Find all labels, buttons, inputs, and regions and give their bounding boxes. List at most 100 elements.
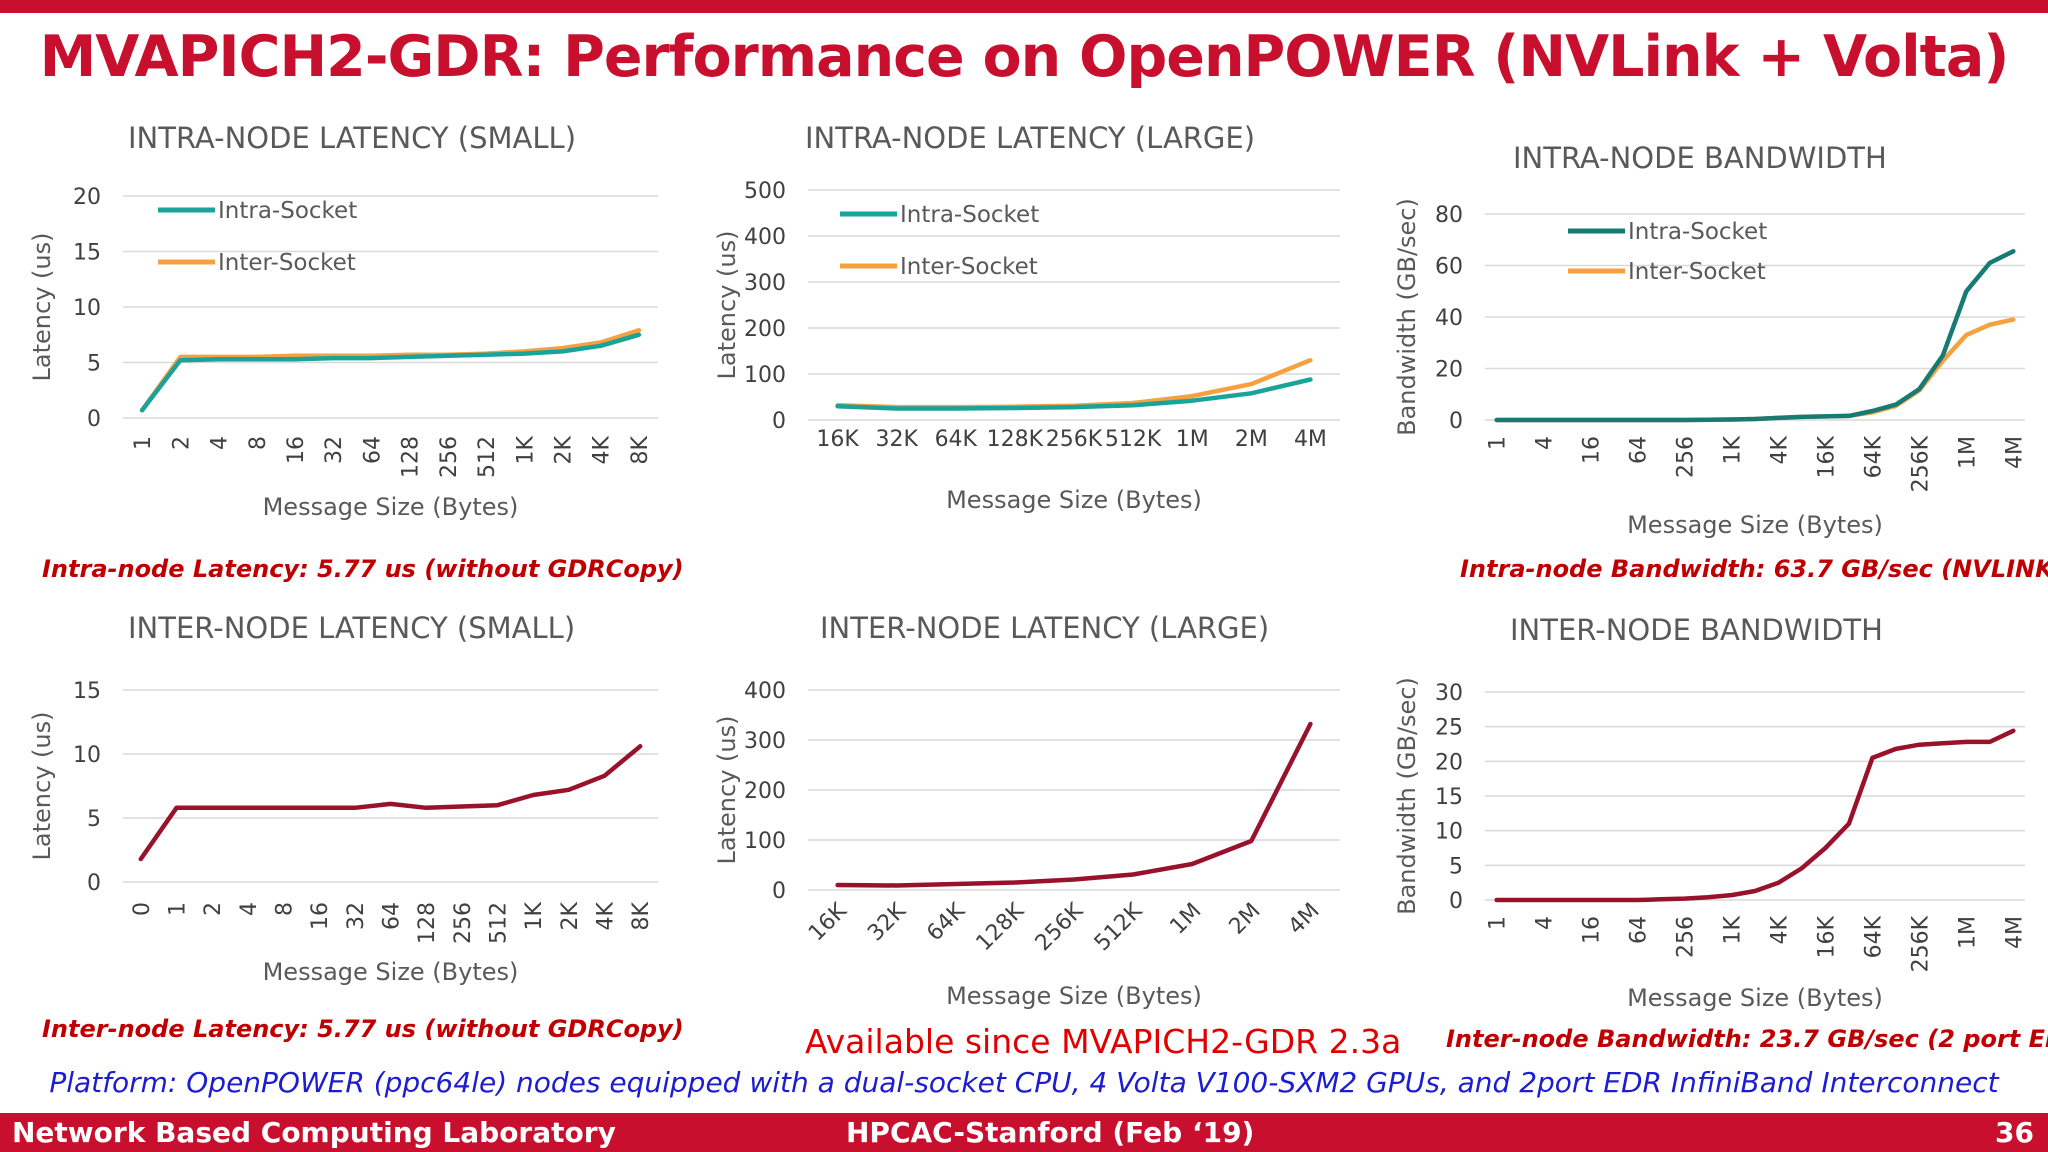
x-tick-label: 16 — [308, 902, 333, 930]
x-tick-label: 8 — [273, 902, 298, 916]
series-line-intra-socket — [139, 332, 642, 413]
x-tick-label: 16 — [284, 436, 309, 464]
chart-svg: INTRA-NODE BANDWIDTH 0 20 40 60 80 Bandwidth (… — [1393, 141, 2027, 539]
y-tick-label: 0 — [772, 879, 786, 904]
intra-node-latency-note: Intra-node Latency: 5.77 us (without GDR… — [42, 555, 684, 583]
x-tick-label: 2K — [558, 901, 583, 930]
x-tick-label: 16 — [1580, 916, 1605, 944]
y-tick-label: 100 — [744, 363, 786, 388]
x-tick-label: 1 — [131, 436, 156, 450]
x-tick-label: 16K — [1814, 915, 1839, 958]
x-tick-label: 16K — [1814, 435, 1839, 478]
x-tick-label: 2M — [1225, 899, 1266, 940]
x-tick-label: 8K — [628, 435, 653, 464]
chart-intra-node-latency-large: INTRA-NODE LATENCY (LARGE) 0 100 200 300 400 5… — [705, 118, 1365, 538]
y-tick-label: 0 — [772, 409, 786, 434]
chart-title: INTRA-NODE LATENCY (SMALL) — [128, 121, 576, 155]
series-line-intra-socket — [835, 377, 1313, 411]
x-tick-label: 256 — [437, 436, 462, 478]
x-tick-label: 4K — [1767, 435, 1792, 464]
chart-inter-node-bandwidth: INTER-NODE BANDWIDTH 0 5 10 15 20 25 30 Bandwidt… — [1385, 612, 2045, 1012]
y-tick-label: 25 — [1435, 716, 1463, 741]
y-tick-label: 200 — [744, 317, 786, 342]
y-axis-label: Bandwidth (GB/sec) — [1393, 198, 1421, 436]
x-tick-label: 16K — [816, 427, 859, 452]
series-line-inter-socket — [835, 357, 1313, 410]
y-tick-label: 5 — [87, 352, 101, 377]
chart-title: INTER-NODE LATENCY (SMALL) — [128, 611, 575, 645]
footer-bar: Network Based Computing Laboratory HPCAC… — [0, 1113, 2048, 1152]
x-tick-label: 1K — [513, 435, 538, 464]
x-tick-label: 128K — [972, 898, 1030, 956]
y-tick-label: 0 — [1449, 889, 1463, 914]
x-tick-label: 256K — [1908, 915, 1933, 972]
x-tick-label: 2 — [201, 902, 226, 916]
chart-title: INTER-NODE BANDWIDTH — [1510, 613, 1883, 647]
x-tick-label: 64 — [380, 902, 405, 930]
y-tick-label: 15 — [1435, 785, 1463, 810]
chart-inter-node-latency-small: INTER-NODE LATENCY (SMALL) 0 5 10 15 Latency … — [20, 611, 680, 1012]
x-tick-label: 4K — [1767, 915, 1792, 944]
y-tick-label: 10 — [73, 743, 101, 768]
x-tick-label: 1 — [1486, 916, 1511, 930]
x-tick-label: 1K — [522, 901, 547, 930]
chart-inter-node-latency-large: INTER-NODE LATENCY (LARGE) 0 100 200 300 400 L… — [705, 611, 1365, 1012]
x-tick-label: 4M — [2002, 916, 2027, 949]
x-tick-label: 512 — [475, 436, 500, 478]
top-accent-bar — [0, 0, 2048, 13]
chart-title: INTRA-NODE LATENCY (LARGE) — [805, 121, 1255, 155]
y-axis-label: Latency (us) — [28, 233, 56, 382]
series-line-main — [835, 721, 1313, 888]
x-tick-label: 128K — [987, 427, 1044, 452]
y-tick-label: 30 — [1435, 681, 1463, 706]
legend-label: Inter-Socket — [900, 254, 1038, 280]
x-tick-label: 64 — [1627, 436, 1652, 464]
y-tick-label: 5 — [87, 807, 101, 832]
y-tick-label: 40 — [1435, 306, 1463, 331]
x-tick-label: 4K — [590, 435, 615, 464]
x-tick-label: 512 — [487, 902, 512, 944]
y-tick-label: 80 — [1435, 203, 1463, 228]
x-tick-label: 512K — [1105, 427, 1162, 452]
footer-event: HPCAC-Stanford (Feb ‘19) — [846, 1116, 1255, 1149]
footer-page-number: 36 — [1995, 1116, 2034, 1149]
y-tick-label: 0 — [87, 871, 101, 896]
chart-intra-node-bandwidth: INTRA-NODE BANDWIDTH 0 20 40 60 80 Bandwidth (… — [1385, 118, 2045, 548]
x-tick-label: 64K — [1861, 435, 1886, 478]
footer-lab-name: Network Based Computing Laboratory — [12, 1116, 616, 1149]
y-tick-label: 20 — [1435, 358, 1463, 383]
series-line-main — [1494, 728, 2016, 903]
x-tick-label: 256K — [1908, 435, 1933, 492]
x-axis-label: Message Size (Bytes) — [263, 958, 519, 986]
chart-svg: INTER-NODE BANDWIDTH 0 5 10 15 20 25 30 Bandwidt… — [1393, 613, 2027, 1012]
y-tick-label: 0 — [1449, 409, 1463, 434]
x-tick-label: 2K — [551, 435, 576, 464]
x-tick-label: 32 — [344, 902, 369, 930]
y-tick-label: 500 — [744, 179, 786, 204]
y-tick-label: 15 — [73, 679, 101, 704]
y-tick-label: 0 — [87, 407, 101, 432]
y-tick-label: 60 — [1435, 255, 1463, 280]
y-tick-label: 300 — [744, 729, 786, 754]
x-tick-label: 4 — [237, 902, 262, 916]
x-tick-label: 1M — [1955, 436, 1980, 469]
slide-title: MVAPICH2-GDR: Performance on OpenPOWER (… — [39, 24, 2010, 90]
inter-node-bandwidth-note: Inter-node Bandwidth: 23.7 GB/sec (2 por… — [1446, 1025, 2048, 1053]
x-axis-label: Message Size (Bytes) — [263, 493, 519, 521]
y-tick-label: 100 — [744, 829, 786, 854]
x-tick-label: 256 — [1674, 436, 1699, 478]
y-tick-label: 400 — [744, 679, 786, 704]
x-tick-label: 32 — [322, 436, 347, 464]
series-line-main — [138, 744, 643, 862]
x-tick-label: 128 — [399, 436, 424, 478]
legend-label: Intra-Socket — [1628, 219, 1767, 245]
series-line-inter-socket — [1494, 317, 2016, 423]
chart-svg: INTRA-NODE LATENCY (SMALL) 0 5 10 15 20 Latenc… — [28, 121, 658, 521]
inter-node-latency-note: Inter-node Latency: 5.77 us (without GDR… — [42, 1015, 684, 1043]
x-tick-label: 256K — [1046, 427, 1103, 452]
x-tick-label: 32K — [875, 427, 918, 452]
y-axis-label: Latency (us) — [28, 712, 56, 861]
y-axis-label: Latency (us) — [713, 716, 741, 865]
x-tick-label: 1M — [1176, 427, 1209, 452]
platform-description: Platform: OpenPOWER (ppc64le) nodes equi… — [49, 1066, 1999, 1099]
